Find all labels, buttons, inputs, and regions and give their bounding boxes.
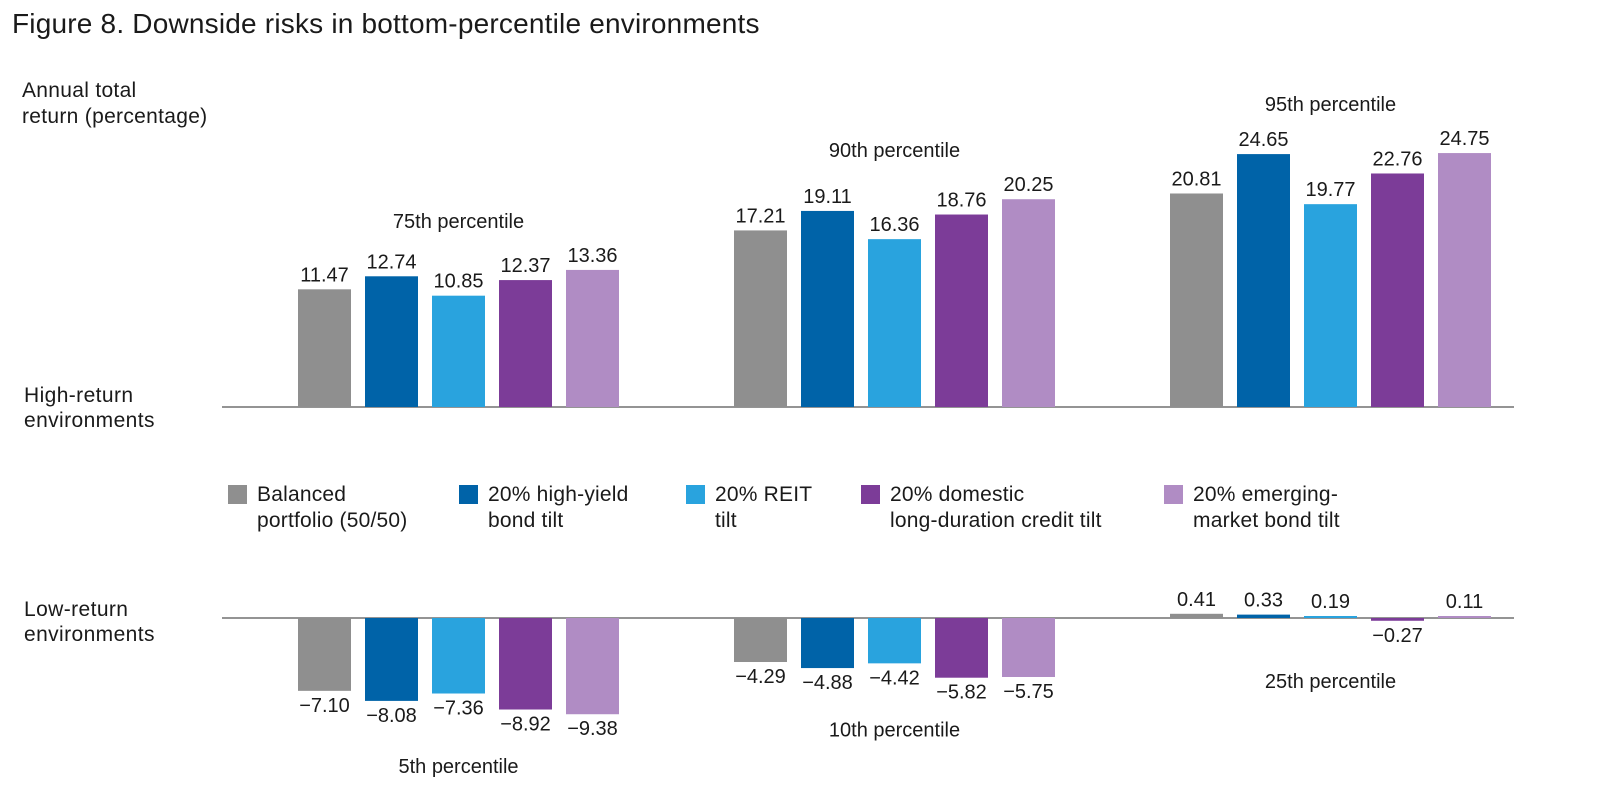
legend: Balanced portfolio (50/50) 20% high-yiel… — [0, 482, 1600, 542]
bar-10th-percentile-20-domestic-long-duration-credit-tilt — [935, 618, 988, 678]
bar-95th-percentile-20-reit-tilt — [1304, 204, 1357, 407]
data-label-10th-percentile-20-reit-tilt: −4.42 — [869, 667, 920, 689]
legend-label-reit: 20% REIT tilt — [715, 483, 813, 532]
bar-75th-percentile-20-reit-tilt — [432, 295, 485, 407]
bar-25th-percentile-20-high-yield-bond-tilt — [1237, 614, 1290, 618]
legend-swatch-high-yield — [459, 485, 478, 504]
data-label-5th-percentile-20-domestic-long-duration-credit-tilt: −8.92 — [500, 714, 551, 736]
data-label-95th-percentile-20-high-yield-bond-tilt: 24.65 — [1238, 129, 1288, 151]
bar-10th-percentile-20-high-yield-bond-tilt — [801, 618, 854, 669]
data-label-75th-percentile-20-domestic-long-duration-credit-tilt: 12.37 — [500, 255, 550, 277]
y-axis-label: Annual total return (percentage) — [22, 79, 208, 128]
data-label-10th-percentile-20-high-yield-bond-tilt: −4.88 — [802, 672, 853, 694]
legend-swatch-em-bond — [1164, 485, 1183, 504]
data-label-75th-percentile-20-high-yield-bond-tilt: 12.74 — [366, 251, 416, 273]
bar-95th-percentile-20-domestic-long-duration-credit-tilt — [1371, 173, 1424, 407]
legend-item-balanced: Balanced portfolio (50/50) — [228, 482, 407, 534]
legend-swatch-domestic-credit — [861, 485, 880, 504]
bar-90th-percentile-balanced-portfolio-50-50 — [734, 230, 787, 407]
data-label-5th-percentile-20-high-yield-bond-tilt: −8.08 — [366, 705, 417, 727]
data-label-25th-percentile-20-emerging-market-bond-tilt: 0.11 — [1446, 591, 1483, 613]
data-label-90th-percentile-20-domestic-long-duration-credit-tilt: 18.76 — [936, 190, 986, 212]
bar-25th-percentile-20-domestic-long-duration-credit-tilt — [1371, 618, 1424, 621]
bar-25th-percentile-20-emerging-market-bond-tilt — [1438, 616, 1491, 618]
legend-item-em-bond: 20% emerging- market bond tilt — [1164, 482, 1340, 534]
bar-10th-percentile-20-reit-tilt — [868, 618, 921, 664]
bar-90th-percentile-20-high-yield-bond-tilt — [801, 210, 854, 407]
high-return-label: High-return environments — [24, 384, 155, 432]
bar-75th-percentile-20-domestic-long-duration-credit-tilt — [499, 280, 552, 407]
legend-item-reit: 20% REIT tilt — [686, 482, 812, 534]
category-label-10th-percentile: 10th percentile — [829, 720, 960, 742]
legend-swatch-reit — [686, 485, 705, 504]
category-label-5th-percentile: 5th percentile — [398, 756, 518, 778]
bar-10th-percentile-20-emerging-market-bond-tilt — [1002, 618, 1055, 677]
data-label-95th-percentile-20-domestic-long-duration-credit-tilt: 22.76 — [1372, 148, 1422, 170]
legend-label-high-yield: 20% high-yield bond tilt — [488, 483, 629, 532]
data-label-90th-percentile-20-emerging-market-bond-tilt: 20.25 — [1003, 174, 1053, 196]
legend-item-high-yield: 20% high-yield bond tilt — [459, 482, 629, 534]
data-label-25th-percentile-20-reit-tilt: 0.19 — [1311, 591, 1350, 613]
data-label-75th-percentile-balanced-portfolio-50-50: 11.47 — [300, 264, 349, 286]
bar-75th-percentile-20-high-yield-bond-tilt — [365, 276, 418, 407]
data-label-10th-percentile-20-domestic-long-duration-credit-tilt: −5.82 — [936, 682, 987, 704]
bar-5th-percentile-20-reit-tilt — [432, 618, 485, 694]
bar-95th-percentile-balanced-portfolio-50-50 — [1170, 193, 1223, 407]
data-label-95th-percentile-balanced-portfolio-50-50: 20.81 — [1171, 168, 1221, 190]
data-label-25th-percentile-20-high-yield-bond-tilt: 0.33 — [1244, 590, 1283, 612]
category-label-75th-percentile: 75th percentile — [393, 211, 524, 233]
legend-label-balanced: Balanced portfolio (50/50) — [257, 483, 408, 532]
bar-5th-percentile-balanced-portfolio-50-50 — [298, 618, 351, 691]
bar-25th-percentile-balanced-portfolio-50-50 — [1170, 613, 1223, 618]
bar-75th-percentile-20-emerging-market-bond-tilt — [566, 269, 619, 407]
chart-title: Figure 8. Downside risks in bottom-perce… — [12, 8, 760, 39]
bar-90th-percentile-20-reit-tilt — [868, 239, 921, 407]
data-label-95th-percentile-20-reit-tilt: 19.77 — [1305, 179, 1355, 201]
bar-5th-percentile-20-high-yield-bond-tilt — [365, 618, 418, 701]
legend-label-em-bond: 20% emerging- market bond tilt — [1193, 483, 1340, 532]
bar-90th-percentile-20-emerging-market-bond-tilt — [1002, 199, 1055, 407]
category-label-90th-percentile: 90th percentile — [829, 140, 960, 162]
data-label-10th-percentile-20-emerging-market-bond-tilt: −5.75 — [1003, 681, 1054, 703]
data-label-95th-percentile-20-emerging-market-bond-tilt: 24.75 — [1439, 128, 1489, 150]
bar-95th-percentile-20-emerging-market-bond-tilt — [1438, 153, 1491, 407]
bar-10th-percentile-balanced-portfolio-50-50 — [734, 618, 787, 663]
data-label-5th-percentile-balanced-portfolio-50-50: −7.10 — [299, 695, 350, 717]
data-label-5th-percentile-20-emerging-market-bond-tilt: −9.38 — [567, 718, 618, 740]
data-label-25th-percentile-balanced-portfolio-50-50: 0.41 — [1177, 589, 1216, 611]
legend-item-domestic-credit: 20% domestic long-duration credit tilt — [861, 482, 1102, 534]
data-label-5th-percentile-20-reit-tilt: −7.36 — [433, 698, 484, 720]
low-return-label: Low-return environments — [24, 598, 155, 646]
legend-label-domestic-credit: 20% domestic long-duration credit tilt — [890, 483, 1102, 532]
data-label-90th-percentile-20-high-yield-bond-tilt: 19.11 — [803, 186, 852, 208]
category-label-95th-percentile: 95th percentile — [1265, 94, 1396, 116]
bar-25th-percentile-20-reit-tilt — [1304, 616, 1357, 618]
data-label-75th-percentile-20-emerging-market-bond-tilt: 13.36 — [567, 245, 617, 267]
bar-95th-percentile-20-high-yield-bond-tilt — [1237, 154, 1290, 407]
data-label-90th-percentile-20-reit-tilt: 16.36 — [869, 214, 919, 236]
data-label-75th-percentile-20-reit-tilt: 10.85 — [433, 271, 483, 293]
bar-75th-percentile-balanced-portfolio-50-50 — [298, 289, 351, 407]
data-label-90th-percentile-balanced-portfolio-50-50: 17.21 — [735, 205, 785, 227]
bar-90th-percentile-20-domestic-long-duration-credit-tilt — [935, 214, 988, 407]
bar-5th-percentile-20-emerging-market-bond-tilt — [566, 618, 619, 715]
data-label-25th-percentile-20-domestic-long-duration-credit-tilt: −0.27 — [1372, 625, 1423, 647]
legend-swatch-balanced — [228, 485, 247, 504]
bar-5th-percentile-20-domestic-long-duration-credit-tilt — [499, 618, 552, 710]
data-label-10th-percentile-balanced-portfolio-50-50: −4.29 — [735, 666, 786, 688]
category-label-25th-percentile: 25th percentile — [1265, 671, 1396, 693]
